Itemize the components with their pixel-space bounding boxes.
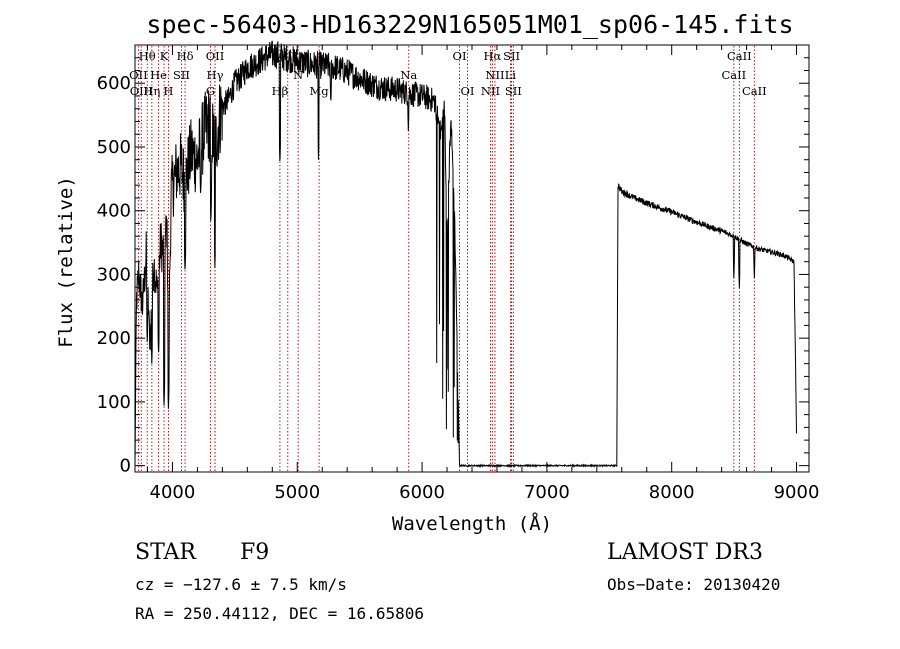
survey-label: LAMOST DR3 — [607, 540, 763, 565]
x-axis-ticks: 4000 5000 6000 7000 8000 9000 — [146, 45, 820, 503]
redshift-value: cz = −127.6 ± 7.5 km/s — [135, 575, 347, 594]
x-tick-label: 9000 — [774, 482, 820, 503]
line-marker-label: Hδ — [177, 49, 194, 63]
line-marker-label: NII — [481, 84, 500, 98]
line-marker-label: K — [160, 49, 169, 63]
y-tick-label: 300 — [97, 264, 131, 285]
line-marker-label: OII — [206, 49, 225, 63]
line-marker-label: SII — [505, 84, 522, 98]
chart-title: spec-56403-HD163229N165051M01_sp06-145.f… — [146, 10, 793, 39]
line-marker-label: He — [150, 68, 167, 82]
line-marker-label: G — [206, 84, 215, 98]
line-marker-label: NII — [485, 68, 504, 82]
y-tick-label: 0 — [120, 456, 131, 477]
line-marker-label: OI — [453, 49, 467, 63]
y-tick-label: 600 — [97, 73, 131, 94]
y-tick-label: 400 — [97, 201, 131, 222]
y-axis-ticks: 0 100 200 300 400 500 600 — [97, 57, 809, 477]
plot-frame — [134, 44, 810, 473]
line-marker-label: OII — [129, 68, 148, 82]
object-class: STAR — [135, 540, 197, 565]
line-marker-label: CaII — [721, 68, 746, 82]
x-tick-label: 8000 — [649, 482, 695, 503]
obs-date: Obs−Date: 20130420 — [607, 575, 780, 594]
line-marker-label: Hγ — [207, 68, 224, 82]
y-tick-label: 500 — [97, 137, 131, 158]
line-marker-label: Li — [505, 68, 517, 82]
line-marker-label: Hη — [143, 84, 160, 98]
line-marker-label: CaII — [742, 84, 767, 98]
spectrum-line — [134, 40, 797, 469]
line-marker-label: SII — [503, 49, 520, 63]
coordinates: RA = 250.44112, DEC = 16.65806 — [135, 604, 424, 623]
line-marker-label: H — [163, 84, 173, 98]
y-tick-label: 100 — [97, 392, 131, 413]
line-marker-label: N — [293, 68, 303, 82]
y-tick-label: 200 — [97, 328, 131, 349]
line-marker-label: SII — [173, 68, 190, 82]
x-axis-label: Wavelength (Å) — [392, 512, 552, 535]
line-marker-label: Hθ — [139, 49, 156, 63]
line-marker-label: Na — [400, 68, 417, 82]
subclass: F9 — [240, 540, 269, 565]
line-marker-label: Hα — [483, 49, 501, 63]
line-marker-label: OI — [461, 84, 475, 98]
x-tick-label: 6000 — [399, 482, 445, 503]
y-axis-label: Flux (relative) — [55, 176, 77, 348]
x-tick-label: 7000 — [524, 482, 570, 503]
x-tick-label: 4000 — [150, 482, 196, 503]
x-tick-label: 5000 — [274, 482, 320, 503]
line-marker-label: CaII — [727, 49, 752, 63]
